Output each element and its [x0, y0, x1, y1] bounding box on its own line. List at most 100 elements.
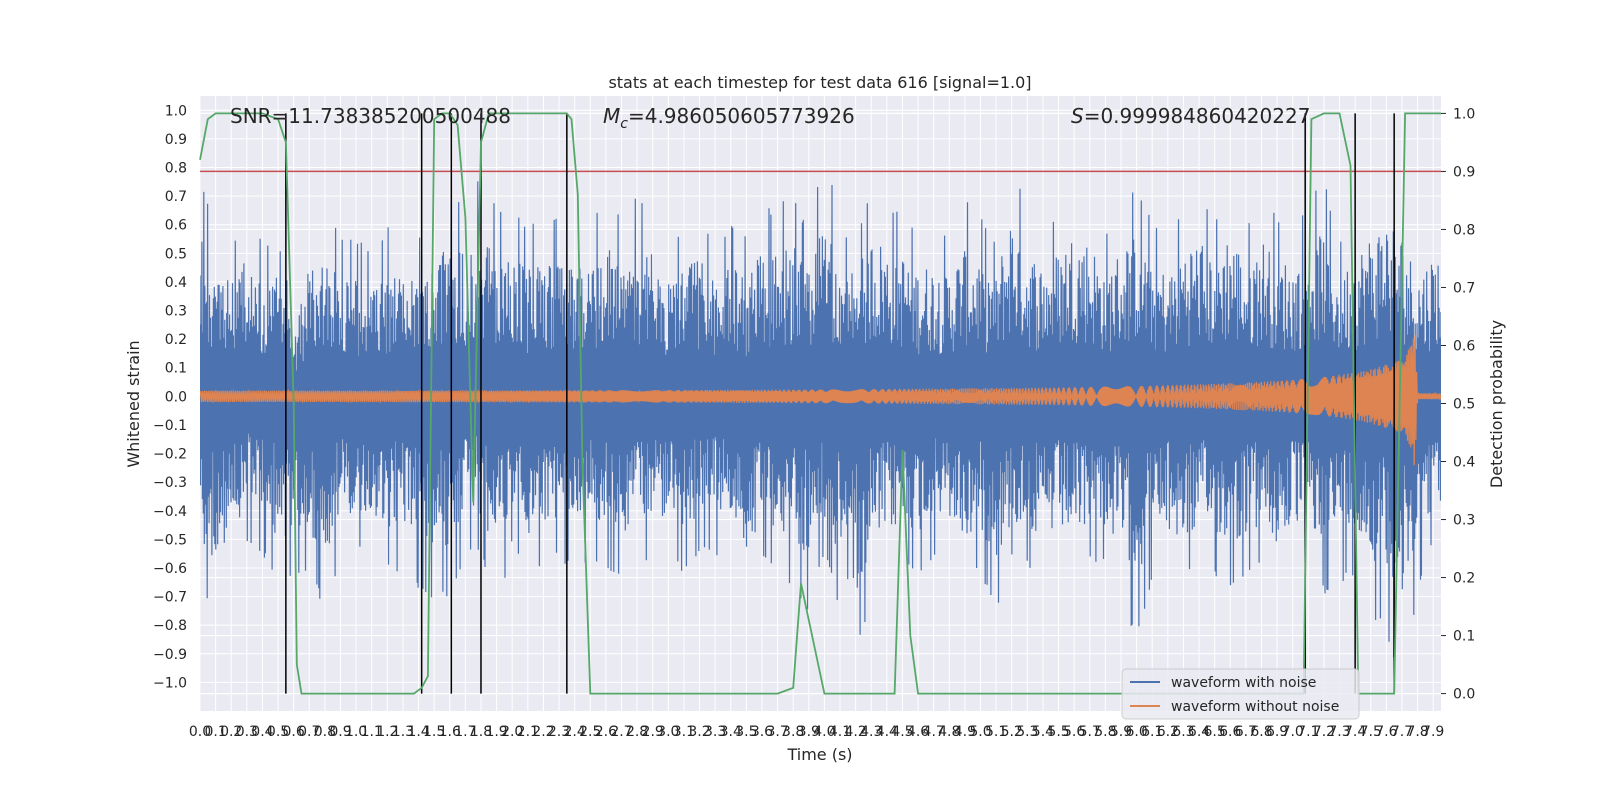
- x-tick-label: 1.1: [361, 724, 383, 740]
- x-tick-label: 3.2: [688, 724, 710, 740]
- x-tick-label: 7.8: [1406, 724, 1428, 740]
- y-tick-label: −0.2: [153, 447, 187, 463]
- x-tick-label: 1.2: [376, 724, 398, 740]
- chirp-mass-annotation: Mc=4.986050605773926: [603, 104, 855, 132]
- x-tick-label: 7.3: [1328, 724, 1350, 740]
- y2-tick-label: 1.0: [1453, 106, 1475, 122]
- legend: waveform with noise waveform without noi…: [1121, 668, 1360, 720]
- x-tick-label: 5.3: [1016, 724, 1038, 740]
- chirp-mass-subscript: c: [620, 116, 628, 132]
- y-tick-label: 0.9: [165, 132, 187, 148]
- y-tick-label: −0.9: [153, 647, 187, 663]
- x-tick-label: 0.0: [189, 724, 211, 740]
- y2-tick-label: 0.4: [1453, 455, 1475, 471]
- legend-box: [1121, 668, 1360, 720]
- x-tick-label: 3.5: [735, 724, 757, 740]
- y2-tick-label: 0.0: [1453, 687, 1475, 703]
- x-tick-label: 4.6: [907, 724, 929, 740]
- x-tick-label: 0.8: [314, 724, 336, 740]
- x-tick-label: 2.2: [532, 724, 554, 740]
- x-tick-label: 0.3: [236, 724, 258, 740]
- x-ticks: 0.00.10.20.30.40.50.60.70.80.91.01.11.21…: [189, 724, 1444, 740]
- x-tick-label: 6.6: [1219, 724, 1241, 740]
- y-tick-label: 0.8: [165, 161, 187, 177]
- y2-tick-label: 0.3: [1453, 513, 1475, 529]
- x-tick-label: 3.6: [751, 724, 773, 740]
- y2-tick-label: 0.6: [1453, 338, 1475, 354]
- x-tick-label: 2.6: [595, 724, 617, 740]
- x-tick-label: 6.8: [1250, 724, 1272, 740]
- legend-label-noise: waveform with noise: [1171, 675, 1316, 691]
- y-tick-label: 0.7: [165, 189, 187, 205]
- x-tick-label: 2.9: [642, 724, 664, 740]
- x-tick-label: 6.0: [1125, 724, 1147, 740]
- x-tick-label: 5.8: [1094, 724, 1116, 740]
- x-tick-label: 5.9: [1110, 724, 1132, 740]
- x-tick-label: 3.8: [782, 724, 804, 740]
- x-tick-label: 3.0: [657, 724, 679, 740]
- x-tick-label: 0.4: [251, 724, 273, 740]
- y-tick-label: 0.6: [165, 218, 187, 234]
- y-axis-label: Whitened strain: [124, 340, 143, 467]
- x-tick-label: 5.7: [1079, 724, 1101, 740]
- x-tick-label: 4.9: [954, 724, 976, 740]
- x-tick-label: 1.6: [439, 724, 461, 740]
- y-tick-label: −0.1: [153, 418, 187, 434]
- x-tick-label: 1.3: [392, 724, 414, 740]
- y-tick-label: 0.0: [165, 389, 187, 405]
- detection-markers: [285, 113, 1395, 694]
- y-tick-label: 0.2: [165, 332, 187, 348]
- stat-s-value: =0.999984860420227: [1084, 104, 1311, 128]
- x-tick-label: 3.1: [673, 724, 695, 740]
- x-tick-label: 7.1: [1297, 724, 1319, 740]
- x-tick-label: 0.9: [329, 724, 351, 740]
- x-tick-label: 0.5: [267, 724, 289, 740]
- y2-tick-label: 0.8: [1453, 222, 1475, 238]
- x-tick-label: 5.6: [1063, 724, 1085, 740]
- x-tick-label: 6.9: [1266, 724, 1288, 740]
- y2-tick-label: 0.5: [1453, 397, 1475, 413]
- x-tick-label: 3.3: [704, 724, 726, 740]
- stat-s-symbol: S: [1071, 104, 1084, 128]
- x-tick-label: 0.2: [220, 724, 242, 740]
- x-tick-label: 2.0: [501, 724, 523, 740]
- x-tick-label: 5.0: [969, 724, 991, 740]
- y2-tick-label: 0.1: [1453, 629, 1475, 645]
- x-tick-label: 1.9: [485, 724, 507, 740]
- x-tick-label: 0.1: [204, 724, 226, 740]
- x-tick-label: 6.7: [1235, 724, 1257, 740]
- x-tick-label: 1.0: [345, 724, 367, 740]
- x-tick-label: 4.3: [860, 724, 882, 740]
- y-tick-label: −0.8: [153, 618, 187, 634]
- x-tick-label: 2.3: [548, 724, 570, 740]
- x-tick-label: 6.4: [1188, 724, 1210, 740]
- y-tick-label: 0.4: [165, 275, 187, 291]
- x-tick-label: 2.1: [517, 724, 539, 740]
- x-tick-label: 3.9: [798, 724, 820, 740]
- y-tick-label: −0.5: [153, 532, 187, 548]
- x-tick-label: 5.2: [1001, 724, 1023, 740]
- data-layer: [200, 170, 1441, 658]
- x-tick-label: 3.7: [766, 724, 788, 740]
- waveform-without-noise-line: [200, 335, 1441, 466]
- x-axis-label: Time (s): [786, 745, 852, 764]
- y-tick-label: 0.1: [165, 361, 187, 377]
- y-tick-label: 0.3: [165, 304, 187, 320]
- stat-s-annotation: S=0.999984860420227: [1071, 104, 1310, 128]
- x-tick-label: 7.9: [1422, 724, 1444, 740]
- clipped-data: [200, 181, 1441, 658]
- x-tick-label: 7.5: [1360, 724, 1382, 740]
- x-tick-label: 4.5: [891, 724, 913, 740]
- legend-label-clean: waveform without noise: [1171, 699, 1339, 715]
- y2-tick-label: 0.9: [1453, 164, 1475, 180]
- x-tick-label: 4.7: [923, 724, 945, 740]
- x-tick-label: 7.2: [1313, 724, 1335, 740]
- y2-tick-label: 0.2: [1453, 571, 1475, 587]
- x-tick-label: 1.7: [454, 724, 476, 740]
- x-tick-label: 2.5: [579, 724, 601, 740]
- y2-ticks: 1.0 0.9 0.8 0.7 0.6 0.5 0.4 0.3 0.2 0.1 0.0: [1441, 106, 1475, 703]
- y-tick-label: −0.4: [153, 504, 187, 520]
- x-tick-label: 4.8: [938, 724, 960, 740]
- x-tick-label: 0.6: [283, 724, 305, 740]
